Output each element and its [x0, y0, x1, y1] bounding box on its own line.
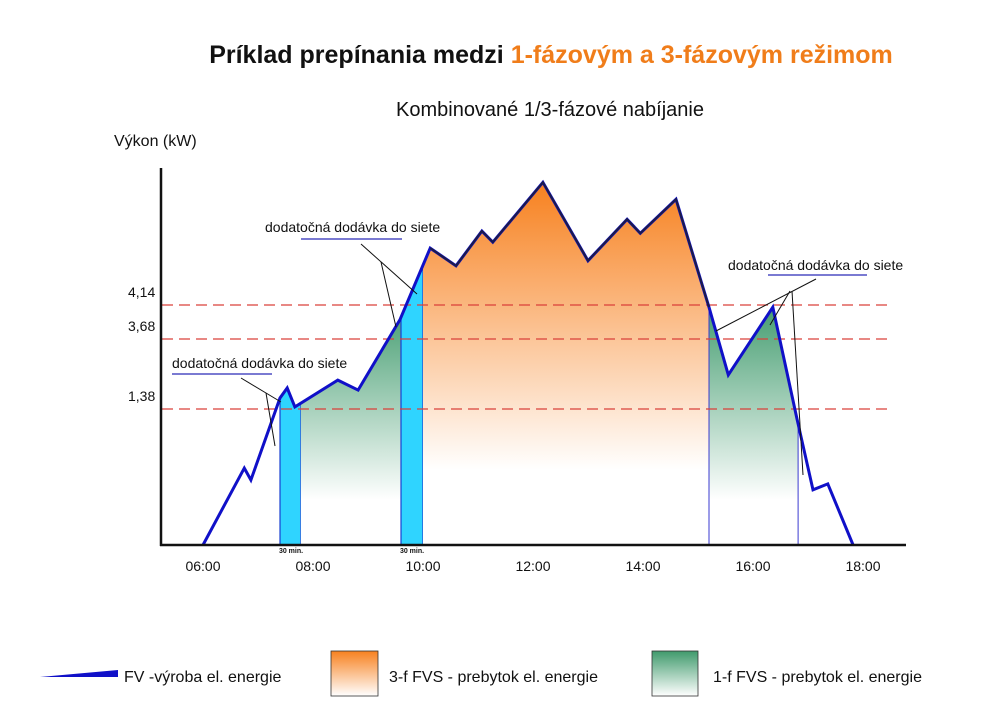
callout-3: dodatočná dodávka do siete — [715, 257, 903, 476]
area-1f-surplus — [709, 182, 799, 545]
svg-text:dodatočná dodávka do siete: dodatočná dodávka do siete — [265, 219, 440, 235]
y-tick-label: 4,14 — [128, 284, 155, 300]
svg-text:dodatočná dodávka do siete: dodatočná dodávka do siete — [172, 355, 347, 371]
legend-item-fv: FV -výroba el. energie — [40, 669, 282, 686]
y-tick-labels: 1,38 3,68 4,14 — [128, 284, 155, 404]
y-tick-label: 1,38 — [128, 388, 155, 404]
legend: FV -výroba el. energie 3-f FVS - prebyto… — [40, 650, 922, 697]
callout-2: dodatočná dodávka do siete — [265, 219, 440, 328]
x-tick-label: 08:00 — [295, 558, 330, 574]
legend-item-1f: 1-f FVS - prebytok el. energie — [651, 650, 922, 697]
x-tick-label: 16:00 — [735, 558, 770, 574]
grid-feed-bar — [280, 182, 301, 545]
y-tick-label: 3,68 — [128, 318, 155, 334]
grid-feed-bar — [401, 182, 423, 545]
orange-square-icon — [330, 650, 379, 697]
svg-text:dodatočná dodávka do siete: dodatočná dodávka do siete — [728, 257, 903, 273]
chart-title: Kombinované 1/3-fázové nabíjanie — [396, 99, 704, 121]
main-title: Príklad prepínania medzi 1-fázovým a 3-f… — [209, 41, 893, 69]
x-tick-label: 12:00 — [515, 558, 550, 574]
x-tick-label: 14:00 — [625, 558, 660, 574]
series — [201, 179, 855, 546]
green-square-icon — [651, 650, 699, 697]
svg-text:1-f FVS - prebytok el. energie: 1-f FVS - prebytok el. energie — [713, 669, 922, 686]
y-axis-label: Výkon (kW) — [114, 133, 197, 150]
callout-1: dodatočná dodávka do siete — [172, 355, 347, 447]
x-tick-label: 10:00 — [405, 558, 440, 574]
fv-production-line-peak — [429, 180, 710, 308]
blue-line-icon — [40, 670, 118, 677]
area-1f-surplus — [300, 182, 401, 545]
x-tick-label: 06:00 — [185, 558, 220, 574]
bar-label: 30 min. — [279, 548, 303, 555]
legend-item-3f: 3-f FVS - prebytok el. energie — [330, 650, 598, 697]
threshold-lines — [162, 304, 890, 410]
bar-label: 30 min. — [400, 548, 424, 555]
svg-text:3-f FVS - prebytok el. energie: 3-f FVS - prebytok el. energie — [389, 669, 598, 686]
x-tick-labels: 06:00 08:00 10:00 12:00 14:00 16:00 18:00 — [185, 558, 880, 574]
svg-text:FV -výroba el. energie: FV -výroba el. energie — [124, 669, 282, 686]
x-tick-label: 18:00 — [845, 558, 880, 574]
